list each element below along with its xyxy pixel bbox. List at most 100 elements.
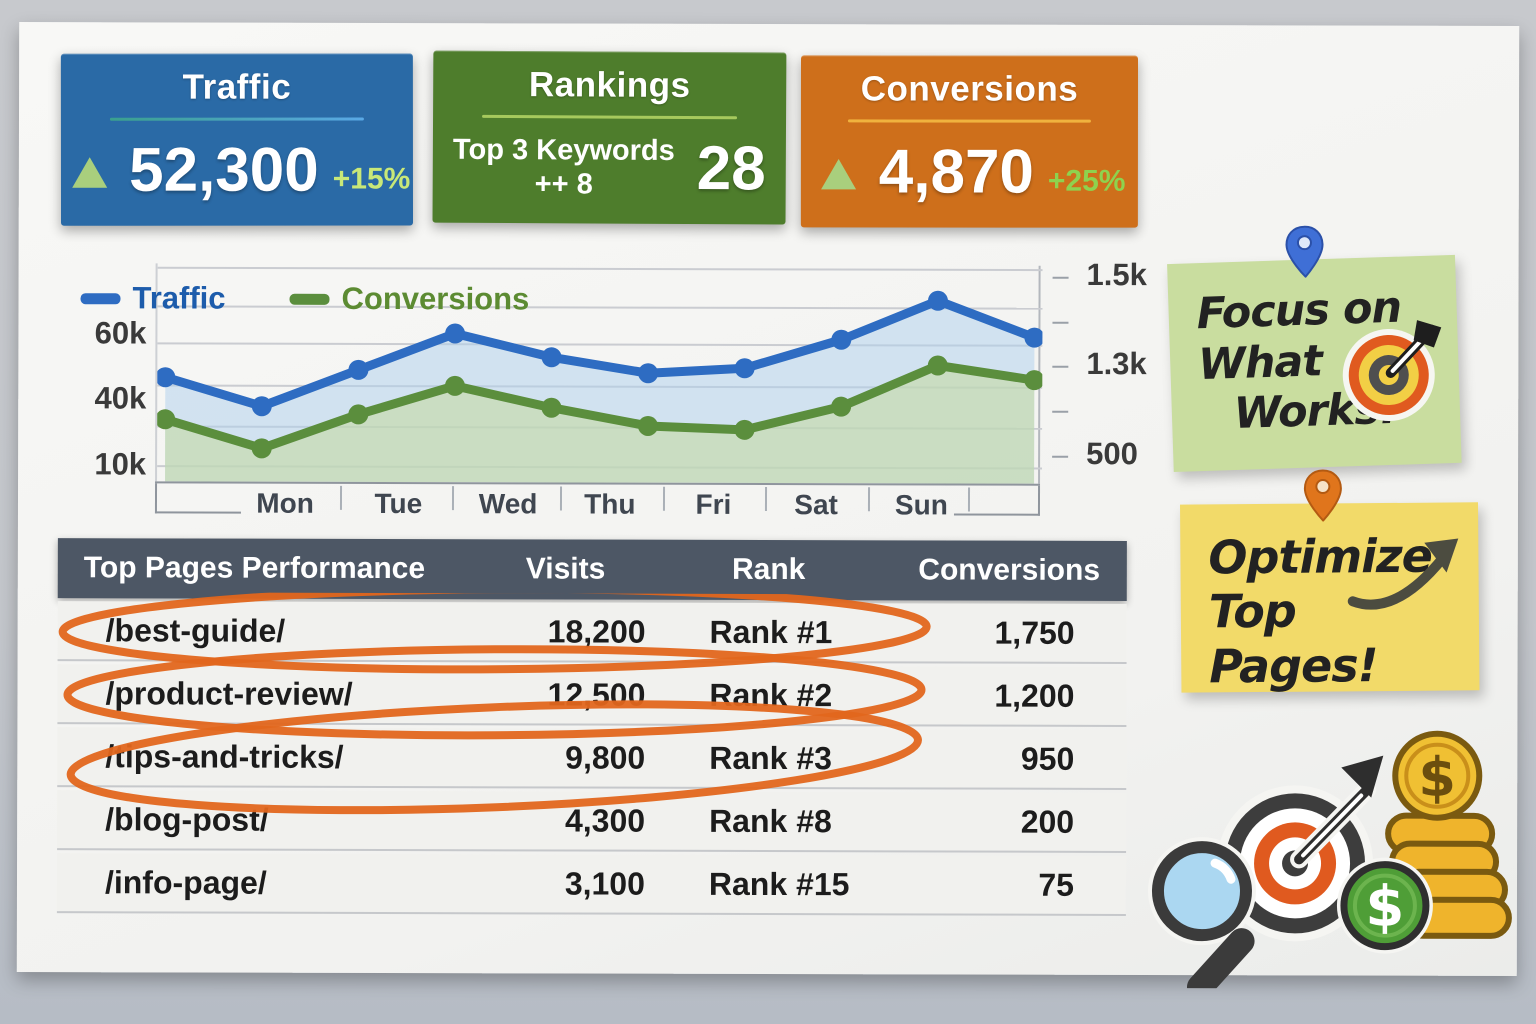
axis-bracket bbox=[953, 485, 1041, 516]
traffic-point bbox=[1024, 327, 1045, 348]
visits-cell: 3,100 bbox=[564, 864, 645, 902]
traffic-point bbox=[445, 323, 466, 344]
kpi-title: Conversions bbox=[860, 69, 1079, 109]
traffic-point bbox=[348, 359, 369, 380]
sticky-note-optimize: Optimize Top Pages! bbox=[1180, 469, 1480, 693]
y-axis-tick-label: 1.5k bbox=[1086, 256, 1147, 293]
y-axis-tick-label: 1.3k bbox=[1086, 346, 1147, 382]
line-chart-plot bbox=[155, 263, 1045, 484]
conversions-cell: 1,200 bbox=[994, 677, 1075, 714]
gridline bbox=[157, 305, 1043, 310]
visits-cell: 4,300 bbox=[564, 801, 646, 839]
dollar-coin-icon: $ bbox=[1336, 857, 1433, 954]
legend-swatch bbox=[80, 292, 121, 304]
page-cell: /info-page/ bbox=[104, 863, 267, 901]
axis-tick bbox=[1052, 410, 1069, 413]
table-row: /product-review/12,500 Rank #2 1,200 bbox=[57, 664, 1127, 727]
conversions-point bbox=[831, 396, 852, 417]
kpi-subline1: Top 3 Keywords bbox=[452, 133, 675, 168]
conversions-point bbox=[927, 355, 948, 376]
traffic-point bbox=[927, 290, 948, 311]
conversions-cell: 200 bbox=[1020, 803, 1075, 840]
chart-x-axis: Mon Tue Wed Thu Fri Sat Sun bbox=[154, 481, 1041, 521]
conversions-point bbox=[734, 419, 755, 440]
x-axis-label: Wed bbox=[478, 488, 538, 520]
svg-text:$: $ bbox=[1418, 746, 1456, 809]
chart-legend: Traffic Conversions bbox=[80, 280, 529, 317]
axis-tick bbox=[1052, 455, 1069, 458]
x-axis-label: Mon bbox=[256, 487, 314, 519]
traffic-line bbox=[160, 296, 1039, 411]
axis-tick bbox=[560, 486, 563, 511]
kpi-value: 28 bbox=[696, 134, 766, 204]
conversions-point bbox=[541, 397, 562, 418]
table-row: /info-page/3,100 Rank #15 75 bbox=[56, 853, 1127, 916]
kpi-subline2: ++ 8 bbox=[534, 167, 593, 200]
up-arrow-icon: ▲ bbox=[809, 142, 869, 201]
traffic-point bbox=[541, 347, 562, 368]
conversions-point bbox=[251, 438, 272, 459]
kpi-title: Traffic bbox=[182, 67, 292, 107]
x-axis-label: Fri bbox=[695, 488, 732, 520]
axis-tick bbox=[968, 487, 971, 512]
conversions-point bbox=[444, 375, 465, 396]
conversions-point bbox=[348, 404, 369, 425]
conversions-cell: 1,750 bbox=[994, 614, 1075, 651]
rank-cell: Rank #8 bbox=[709, 802, 832, 839]
axis-tick bbox=[339, 485, 342, 510]
legend-label: Conversions bbox=[341, 280, 530, 317]
page-cell: /blog-post/ bbox=[105, 800, 269, 838]
legend-item: Traffic bbox=[80, 280, 226, 316]
visits-cell: 18,200 bbox=[547, 612, 646, 650]
kpi-card-traffic: Traffic ▲ 52,300 +15% bbox=[60, 53, 414, 226]
kpi-value: 52,300 bbox=[129, 135, 319, 205]
table-row: /tips-and-tricks/9,800 Rank #3 950 bbox=[57, 727, 1127, 790]
y-axis-tick-label: 10k bbox=[94, 446, 147, 482]
axis-tick bbox=[1052, 366, 1069, 369]
pushpin-icon bbox=[1303, 469, 1342, 522]
traffic-point bbox=[251, 396, 272, 417]
visits-cell: 12,500 bbox=[547, 675, 646, 713]
visits-cell: 9,800 bbox=[565, 738, 646, 776]
traffic-point bbox=[734, 358, 755, 379]
conversions-area bbox=[165, 365, 1035, 484]
traffic-point bbox=[638, 363, 659, 384]
table-header: Top Pages Performance Visits Rank Conver… bbox=[57, 538, 1127, 601]
kpi-divider bbox=[482, 114, 737, 120]
rank-cell: Rank #15 bbox=[708, 865, 850, 902]
kpi-divider bbox=[848, 119, 1091, 123]
page-cell: /product-review/ bbox=[105, 674, 353, 712]
kpi-delta: +25% bbox=[1047, 164, 1126, 198]
target-dart-icon bbox=[1342, 320, 1442, 422]
x-axis-label: Sat bbox=[794, 489, 838, 521]
column-header-visits: Visits bbox=[525, 552, 606, 586]
legend-label: Traffic bbox=[132, 280, 226, 316]
kpi-card-conversions: Conversions ▲ 4,870 +25% bbox=[800, 55, 1139, 228]
rank-cell: Rank #3 bbox=[709, 739, 833, 776]
axis-tick bbox=[1052, 276, 1069, 279]
gridline bbox=[157, 266, 1043, 272]
target-dart-icon bbox=[1217, 755, 1384, 942]
conversions-point bbox=[637, 415, 658, 436]
conversions-point bbox=[155, 409, 176, 430]
rank-cell: Rank #2 bbox=[709, 676, 833, 713]
y-axis-tick-label: 500 bbox=[1086, 435, 1138, 471]
page-cell: /tips-and-tricks/ bbox=[105, 737, 344, 775]
axis-tick bbox=[662, 486, 666, 511]
page-cell: /best-guide/ bbox=[105, 611, 286, 649]
conversions-line bbox=[160, 361, 1039, 453]
axis-tick bbox=[1052, 321, 1069, 324]
top-pages-table: Top Pages Performance Visits Rank Conver… bbox=[56, 538, 1127, 916]
pushpin-icon bbox=[1285, 225, 1324, 279]
axis-bracket bbox=[154, 483, 242, 514]
legend-swatch bbox=[289, 293, 330, 305]
rank-cell: Rank #1 bbox=[709, 613, 833, 650]
conversions-cell: 75 bbox=[1038, 866, 1075, 903]
axis-tick bbox=[868, 487, 871, 512]
y-axis-tick-label: 60k bbox=[94, 315, 147, 351]
seo-icons-cluster: $ $ bbox=[1147, 730, 1512, 990]
sticky-note-focus: Focus on What Works! bbox=[1167, 225, 1462, 473]
kpi-value: 4,870 bbox=[878, 137, 1034, 207]
axis-tick bbox=[764, 486, 767, 511]
table-row: /blog-post/4,300 Rank #8 200 bbox=[57, 790, 1127, 853]
